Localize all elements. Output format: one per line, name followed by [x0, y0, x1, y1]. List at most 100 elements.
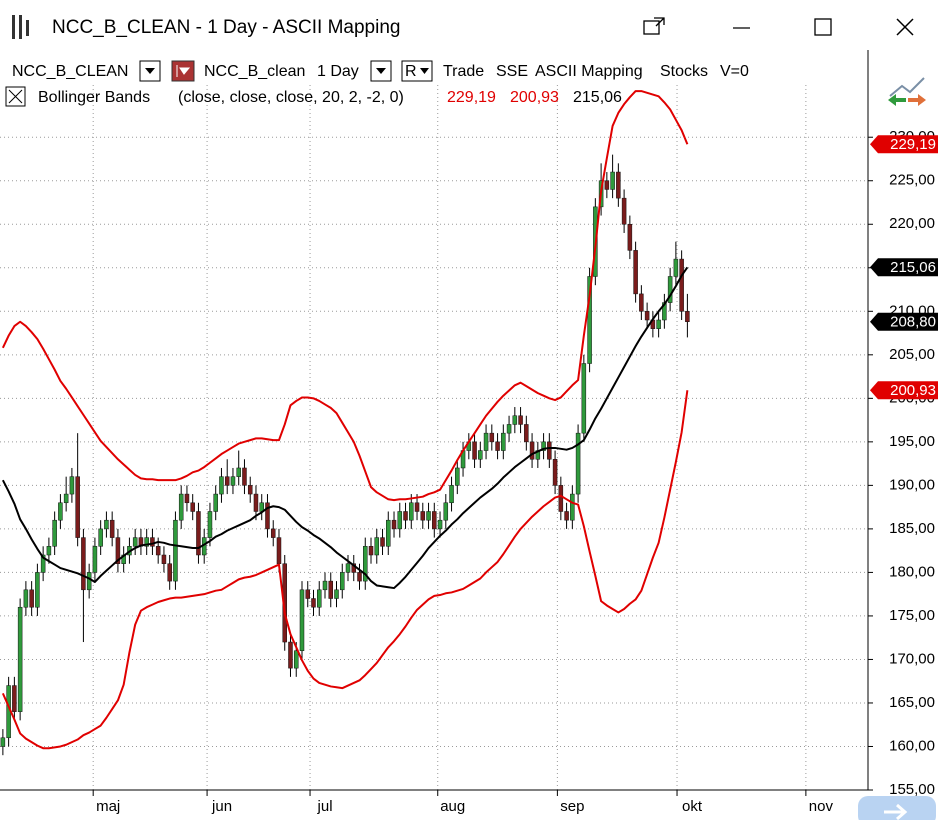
candle-body — [322, 580, 328, 591]
y-tick-label: 190,00 — [889, 476, 935, 493]
x-tick-label: okt — [682, 798, 703, 815]
candle-body — [242, 467, 247, 486]
candle-body — [270, 528, 276, 538]
symbol-dropdown[interactable] — [139, 60, 161, 82]
y-tick-label: 155,00 — [889, 781, 935, 798]
popout-button[interactable] — [643, 17, 665, 35]
toolbar-item: Stocks — [660, 63, 708, 80]
candle-body — [633, 250, 638, 295]
candle-body — [524, 424, 529, 443]
middle-band — [1, 266, 689, 590]
toolbar-item: ASCII Mapping — [535, 63, 643, 80]
x-tick-label: sep — [560, 798, 584, 815]
price-label: 200,93 — [890, 382, 936, 399]
price-label-box — [870, 312, 938, 331]
price-label-box — [870, 135, 938, 154]
price-label-box — [870, 381, 938, 400]
candle-body — [621, 197, 627, 225]
candle-body — [98, 528, 103, 547]
candle-body — [86, 572, 92, 591]
candle-body — [685, 311, 690, 322]
candle-body — [311, 598, 316, 608]
y-tick-label: 205,00 — [889, 346, 935, 363]
period-dropdown[interactable] — [370, 60, 392, 82]
close-button[interactable] — [896, 18, 914, 36]
price-label-box — [870, 258, 938, 277]
candle-body — [489, 432, 495, 443]
candle-body — [673, 258, 679, 277]
candle-body — [449, 485, 454, 504]
x-tick-label: aug — [440, 798, 465, 815]
price-label: 215,06 — [890, 259, 936, 276]
candle-body — [224, 476, 230, 486]
candle-body — [144, 537, 149, 547]
candle-body — [92, 546, 98, 573]
candle-body — [443, 502, 449, 521]
candle-body — [178, 493, 184, 521]
candle-body — [253, 493, 259, 512]
candle-body — [432, 511, 437, 530]
maximize-button[interactable] — [814, 18, 832, 36]
candle-body — [644, 311, 650, 321]
price-label: 229,19 — [890, 136, 936, 153]
candle-body — [17, 606, 23, 712]
candle-body — [374, 537, 380, 556]
y-tick-label: 160,00 — [889, 737, 935, 754]
candle-body — [23, 589, 29, 608]
candle-body — [506, 424, 512, 434]
y-tick-label: 175,00 — [889, 607, 935, 624]
candle-body — [414, 502, 420, 512]
candle-body — [29, 589, 34, 608]
candle-body — [604, 180, 610, 190]
candle-body — [81, 537, 86, 591]
candle-body — [558, 485, 564, 512]
indicator-close[interactable] — [5, 86, 26, 107]
candle-body — [155, 546, 161, 556]
candle-body — [132, 537, 138, 547]
period: 1 Day — [317, 63, 359, 80]
candle-body — [230, 476, 236, 486]
y-tick-label: 185,00 — [889, 520, 935, 537]
candle-body — [293, 650, 299, 669]
color-button[interactable] — [171, 60, 195, 82]
scroll-button[interactable] — [858, 796, 936, 820]
candle-body — [426, 511, 431, 521]
candle-body — [52, 519, 57, 547]
toolbar-item: V=0 — [720, 63, 749, 80]
candle-body — [69, 476, 75, 495]
x-tick-label: jul — [317, 798, 333, 815]
candle-body — [207, 511, 213, 538]
candle-body — [305, 589, 310, 599]
candle-body — [184, 493, 190, 504]
candle-body — [437, 519, 443, 530]
toolbar-item: Trade — [443, 63, 484, 80]
candle-body — [276, 537, 282, 564]
candle-body — [75, 476, 80, 538]
indicator-value: 200,93 — [510, 89, 559, 106]
candle-body — [552, 459, 558, 486]
y-tick-label: 225,00 — [889, 172, 935, 189]
x-tick-label: jun — [211, 798, 232, 815]
candle-body — [409, 502, 414, 521]
y-tick-label: 220,00 — [889, 215, 935, 232]
candle-body — [570, 493, 575, 521]
candle-body — [667, 276, 673, 303]
mode[interactable]: R — [405, 63, 417, 80]
candle-body — [547, 441, 552, 460]
mode-dropdown[interactable] — [401, 60, 433, 82]
upper-band — [1, 90, 689, 502]
candle-body — [403, 511, 408, 521]
candle-body — [161, 554, 167, 564]
candle-body — [368, 546, 374, 556]
candle-body — [483, 432, 489, 451]
trade-icon[interactable] — [888, 77, 926, 106]
candle-body — [219, 476, 224, 495]
candle-body — [213, 493, 218, 512]
candle-body — [587, 276, 592, 364]
candle-body — [150, 537, 155, 547]
candle-body — [627, 224, 633, 251]
candle-body — [265, 502, 270, 530]
candle-body — [288, 641, 293, 669]
candle-body — [35, 572, 40, 608]
